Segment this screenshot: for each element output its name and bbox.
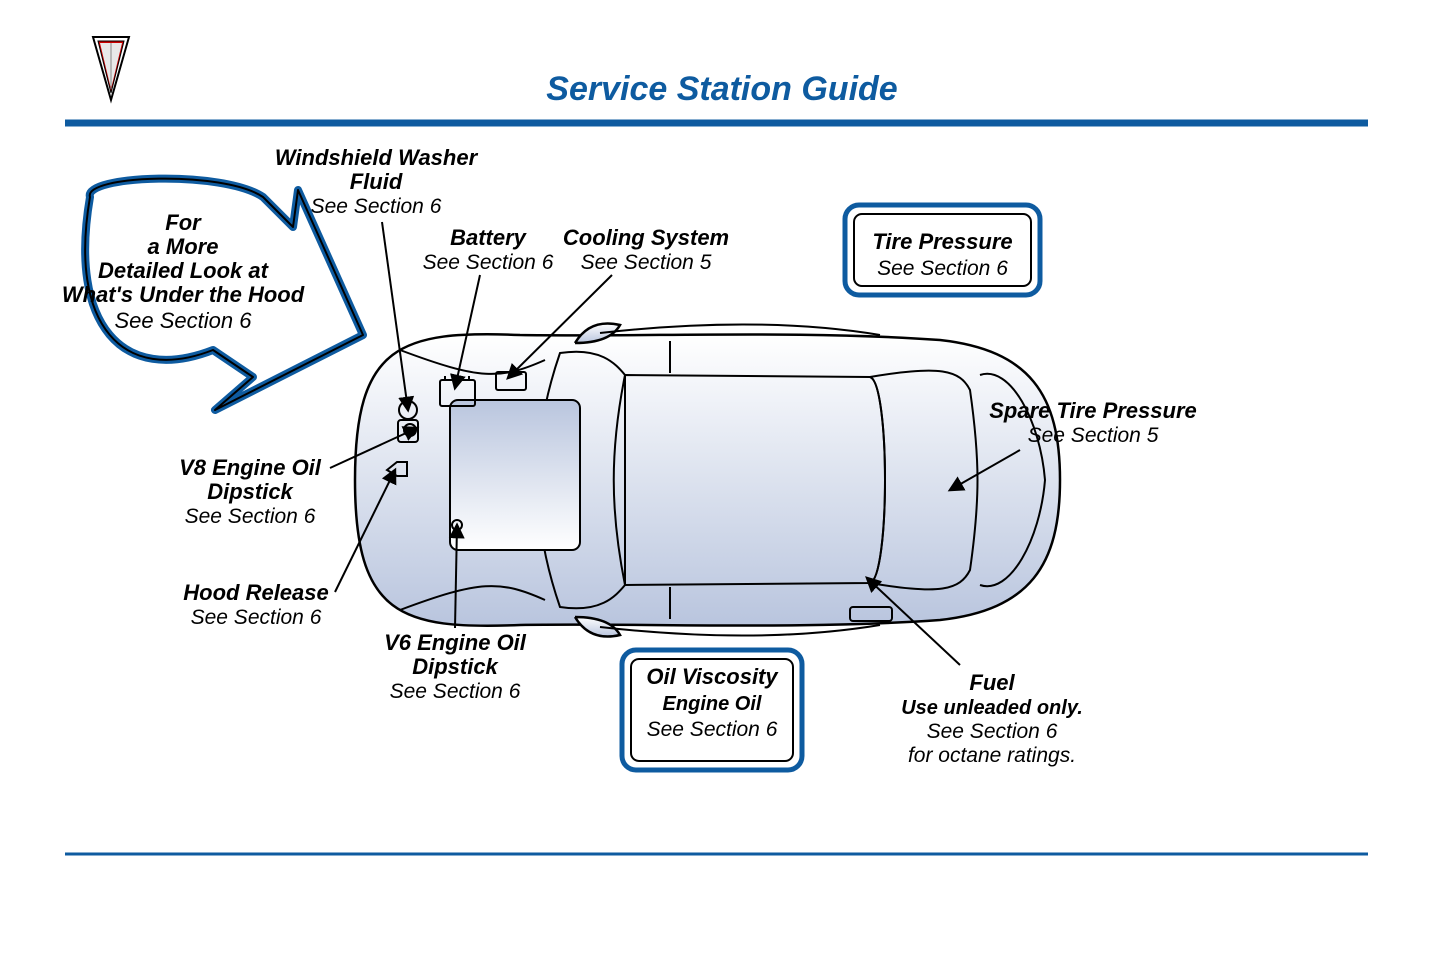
svg-text:See Section 6: See Section 6 — [390, 680, 521, 703]
svg-text:For: For — [165, 210, 202, 235]
svg-text:Hood Release: Hood Release — [183, 580, 329, 605]
svg-text:Engine Oil: Engine Oil — [663, 693, 762, 715]
svg-text:Use unleaded only.: Use unleaded only. — [901, 697, 1083, 719]
svg-text:V8 Engine Oil: V8 Engine Oil — [179, 455, 322, 480]
svg-text:See Section 6: See Section 6 — [423, 251, 554, 274]
svg-text:Windshield Washer: Windshield Washer — [275, 145, 479, 170]
svg-text:See Section 6: See Section 6 — [191, 606, 322, 629]
svg-text:See Section 6: See Section 6 — [647, 718, 778, 741]
svg-text:Fluid: Fluid — [350, 169, 403, 194]
svg-text:V6 Engine Oil: V6 Engine Oil — [384, 630, 527, 655]
car-diagram — [355, 323, 1060, 636]
svg-text:Dipstick: Dipstick — [412, 654, 499, 679]
svg-text:See Section 5: See Section 5 — [1028, 424, 1159, 447]
svg-text:See Section 6: See Section 6 — [927, 720, 1058, 743]
svg-text:a More: a More — [148, 234, 219, 259]
svg-text:See Section 6: See Section 6 — [877, 257, 1008, 280]
svg-text:Battery: Battery — [450, 225, 528, 250]
tire-pressure-box: Tire Pressure See Section 6 — [845, 205, 1040, 295]
svg-text:See Section 6: See Section 6 — [115, 308, 253, 333]
brand-logo — [93, 37, 129, 100]
svg-text:What's Under the Hood: What's Under the Hood — [62, 282, 305, 307]
svg-text:Detailed Look at: Detailed Look at — [98, 258, 270, 283]
svg-text:Dipstick: Dipstick — [207, 479, 294, 504]
svg-text:Oil Viscosity: Oil Viscosity — [646, 664, 779, 689]
page-title: Service Station Guide — [546, 70, 897, 108]
svg-text:See Section 6: See Section 6 — [311, 195, 442, 218]
svg-text:for octane ratings.: for octane ratings. — [908, 744, 1076, 767]
svg-text:Cooling System: Cooling System — [563, 225, 729, 250]
oil-viscosity-box: Oil Viscosity Engine Oil See Section 6 — [622, 650, 802, 770]
svg-text:See Section 6: See Section 6 — [185, 505, 316, 528]
svg-text:Tire Pressure: Tire Pressure — [872, 229, 1012, 254]
svg-text:See Section 5: See Section 5 — [581, 251, 712, 274]
svg-text:Fuel: Fuel — [969, 670, 1015, 695]
svg-text:Spare Tire Pressure: Spare Tire Pressure — [989, 398, 1197, 423]
